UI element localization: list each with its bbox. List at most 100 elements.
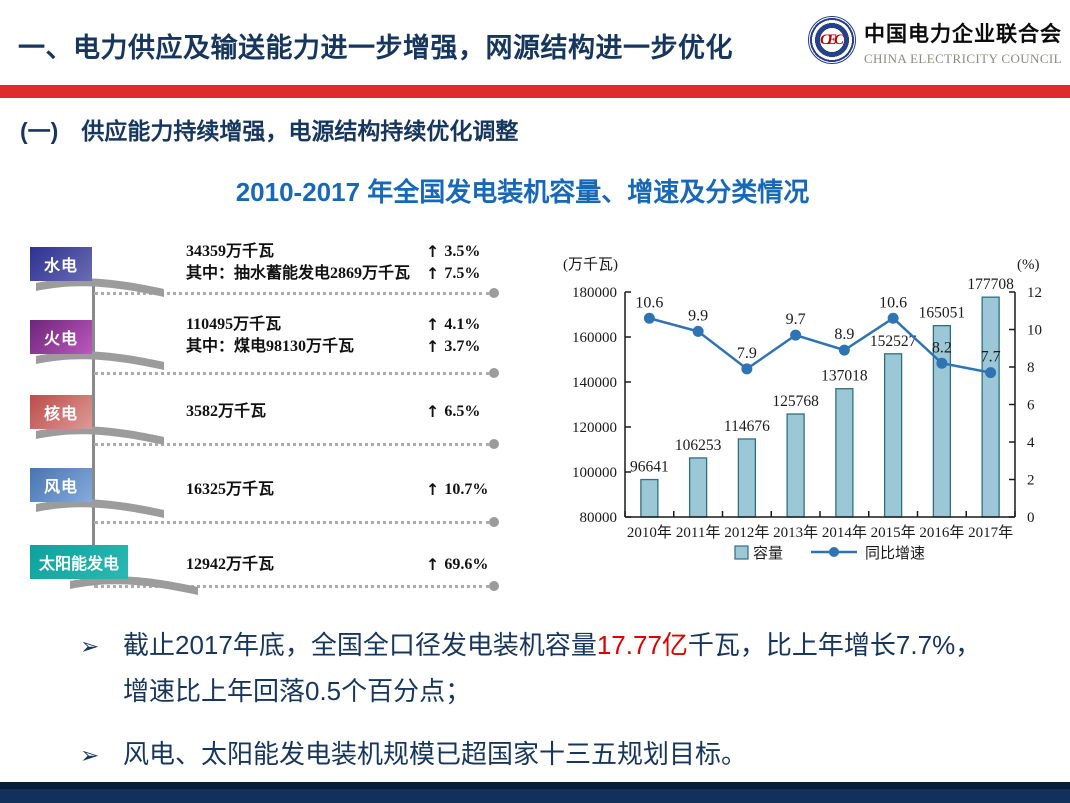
line-value-labels: 10.6 9.9 7.9 9.7 8.9 10.6 8.2 7.7 <box>635 294 1000 365</box>
svg-text:(万千瓦): (万千瓦) <box>563 256 618 273</box>
svg-text:2011年: 2011年 <box>676 524 720 541</box>
svg-text:2016年: 2016年 <box>919 524 964 541</box>
svg-text:100000: 100000 <box>572 465 617 481</box>
svg-text:10.6: 10.6 <box>879 294 907 311</box>
source-values: 12942万千瓦 ↑ 69.6% <box>186 554 506 576</box>
svg-text:80000: 80000 <box>580 510 618 526</box>
svg-text:同比增速: 同比增速 <box>865 545 925 562</box>
org-name-cn: 中国电力企业联合会 <box>863 23 1062 46</box>
svg-text:125768: 125768 <box>772 393 819 410</box>
svg-text:7.9: 7.9 <box>737 345 757 362</box>
source-values: 16325万千瓦 ↑ 10.7% <box>186 479 506 501</box>
axis-labels: 80000 100000 120000 140000 160000 180000 0 2 4 6 8… <box>563 256 1042 541</box>
growth-value: ↑ 69.6% <box>426 555 489 574</box>
key-points: ➢ 截止2017年底，全国全口径发电装机容量17.77亿千瓦，比上年增长7.7%… <box>78 622 1003 794</box>
cec-logo: CEC 中国电力企业联合会 CHINA ELECTRICITY COUNCIL <box>807 16 1062 67</box>
source-values: 3582万千瓦 ↑ 6.5% <box>186 401 506 423</box>
dotted-connector <box>94 443 490 446</box>
source-label-thermal: 火电 <box>30 320 92 354</box>
svg-text:177708: 177708 <box>967 276 1014 293</box>
svg-text:10.6: 10.6 <box>635 294 663 311</box>
capacity-growth-chart: 80000 100000 120000 140000 160000 180000 0 2 4 6 8… <box>555 245 1060 580</box>
capacity-value: 34359万千瓦 <box>186 243 275 260</box>
red-divider-stripe <box>0 85 1070 98</box>
svg-text:4: 4 <box>1027 435 1035 451</box>
svg-text:8.2: 8.2 <box>932 339 952 356</box>
source-values: 110495万千瓦 ↑ 4.1% 其中：煤电98130万千瓦 ↑ 3.7% <box>186 314 506 358</box>
swoosh-ribbon <box>36 278 164 297</box>
figure-title: 2010-2017 年全国发电装机容量、增速及分类情况 <box>235 177 810 207</box>
svg-text:2012年: 2012年 <box>724 524 769 541</box>
svg-text:152527: 152527 <box>870 333 917 350</box>
source-values: 34359万千瓦 ↑ 3.5% 其中：抽水蓄能发电2869万千瓦 ↑ 7.5% <box>186 241 506 285</box>
dotted-connector <box>94 521 490 524</box>
capacity-value: 3582万千瓦 <box>186 403 267 420</box>
bullet-arrow-icon: ➢ <box>80 742 100 768</box>
growth-subvalue: ↑ 7.5% <box>426 264 481 283</box>
bullet-item-2: ➢ 风电、太阳能发电装机规模已超国家十三五规划目标。 <box>78 731 1003 777</box>
svg-text:8: 8 <box>1027 360 1035 376</box>
connector-end-dot <box>489 439 499 449</box>
growth-line <box>643 312 997 379</box>
up-arrow-icon: ↑ <box>426 555 440 574</box>
footer-bar <box>0 782 1070 803</box>
swoosh-ribbon <box>36 351 164 370</box>
dotted-connector <box>94 292 490 295</box>
capacity-value: 12942万千瓦 <box>186 556 275 573</box>
source-label-solar: 太阳能发电 <box>30 545 128 579</box>
swoosh-ribbon <box>36 499 164 518</box>
capacity-subvalue: 其中：抽水蓄能发电2869万千瓦 <box>186 265 411 282</box>
cec-emblem-icon: CEC <box>807 16 856 64</box>
capacity-subvalue: 其中：煤电98130万千瓦 <box>186 338 355 355</box>
svg-text:9.9: 9.9 <box>688 307 708 324</box>
connector-end-dot <box>489 288 499 298</box>
svg-text:2014年: 2014年 <box>822 524 867 541</box>
svg-text:96641: 96641 <box>630 459 669 476</box>
growth-value: ↑ 4.1% <box>426 315 481 334</box>
svg-text:7.7: 7.7 <box>981 349 1001 366</box>
svg-text:165051: 165051 <box>919 305 966 322</box>
svg-text:(%): (%) <box>1017 257 1040 273</box>
up-arrow-icon: ↑ <box>426 337 440 356</box>
logo-text: 中国电力企业联合会 CHINA ELECTRICITY COUNCIL <box>864 18 1062 67</box>
growth-value: ↑ 10.7% <box>426 480 489 499</box>
up-arrow-icon: ↑ <box>426 315 440 334</box>
svg-text:106253: 106253 <box>675 437 722 454</box>
swoosh-ribbon <box>70 576 198 595</box>
dotted-connector <box>94 372 490 375</box>
capacity-value: 16325万千瓦 <box>186 481 275 498</box>
svg-text:137018: 137018 <box>821 368 868 385</box>
svg-text:2017年: 2017年 <box>968 524 1013 541</box>
page-title: 一、电力供应及输送能力进一步增强，网源结构进一步优化 <box>18 33 733 63</box>
up-arrow-icon: ↑ <box>426 264 440 283</box>
svg-text:8.9: 8.9 <box>834 326 854 343</box>
svg-text:9.7: 9.7 <box>786 311 806 328</box>
source-label-wind: 风电 <box>30 468 92 502</box>
bullet-text-2: 风电、太阳能发电装机规模已超国家十三五规划目标。 <box>123 739 748 769</box>
connector-end-dot <box>489 581 499 591</box>
connector-end-dot <box>489 517 499 527</box>
svg-text:6: 6 <box>1027 398 1035 414</box>
dotted-connector <box>94 585 490 588</box>
axes <box>624 291 1016 518</box>
growth-value: ↑ 6.5% <box>426 402 481 421</box>
svg-text:容量: 容量 <box>753 545 783 562</box>
slide-header: 一、电力供应及输送能力进一步增强，网源结构进一步优化 CEC 中国电力企业联合会… <box>0 0 1070 85</box>
swoosh-ribbon <box>36 426 164 445</box>
svg-text:2010年: 2010年 <box>627 524 672 541</box>
power-source-diagram: 水电 34359万千瓦 ↑ 3.5% 其中：抽水蓄能发电2869万千瓦 ↑ 7.5%… <box>28 240 510 600</box>
chart-legend: 容量 同比增速 <box>734 545 925 562</box>
org-name-en: CHINA ELECTRICITY COUNCIL <box>863 51 1062 66</box>
svg-text:160000: 160000 <box>572 330 617 346</box>
svg-text:0: 0 <box>1027 510 1035 526</box>
svg-text:2: 2 <box>1027 473 1035 489</box>
source-label-hydro: 水电 <box>30 247 92 281</box>
up-arrow-icon: ↑ <box>426 242 440 261</box>
svg-text:2013年: 2013年 <box>773 524 818 541</box>
up-arrow-icon: ↑ <box>426 480 440 499</box>
highlight-capacity-total: 17.77亿 <box>596 630 688 660</box>
svg-text:140000: 140000 <box>572 375 617 391</box>
cec-monogram: CEC <box>819 31 844 48</box>
bars-capacity <box>640 296 1000 518</box>
